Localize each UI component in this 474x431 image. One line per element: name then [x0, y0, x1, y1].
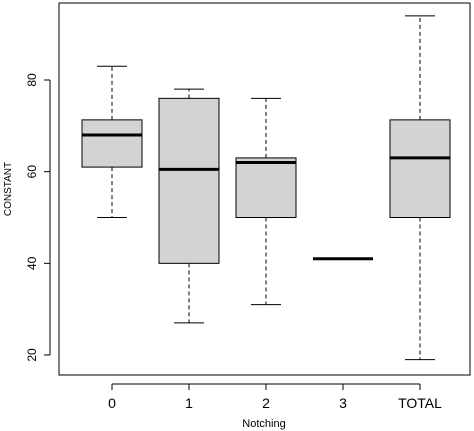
y-tick-label: 60 — [25, 165, 39, 179]
y-tick-label: 20 — [25, 348, 39, 362]
box-total — [389, 15, 451, 361]
box-0 — [81, 65, 143, 218]
x-tick-label: 0 — [108, 395, 116, 411]
plot-frame — [58, 2, 471, 376]
y-axis-label: CONSTANT — [3, 162, 14, 216]
y-axis: 20 40 60 80 — [25, 73, 51, 362]
boxes — [81, 15, 451, 361]
box-2 — [235, 97, 297, 306]
x-tick-label: 3 — [339, 395, 347, 411]
x-axis-label: Notching — [242, 418, 285, 430]
box-1 — [158, 88, 220, 324]
x-tick-label: 1 — [185, 395, 193, 411]
iqr-box — [235, 157, 297, 219]
x-tick-label: TOTAL — [398, 395, 442, 411]
x-axis: 0 1 2 3 TOTAL — [108, 383, 442, 411]
iqr-box — [389, 119, 451, 218]
y-tick-label: 80 — [25, 73, 39, 87]
y-tick-label: 40 — [25, 256, 39, 270]
iqr-box — [81, 119, 143, 168]
iqr-box — [158, 97, 220, 264]
x-tick-label: 2 — [262, 395, 270, 411]
